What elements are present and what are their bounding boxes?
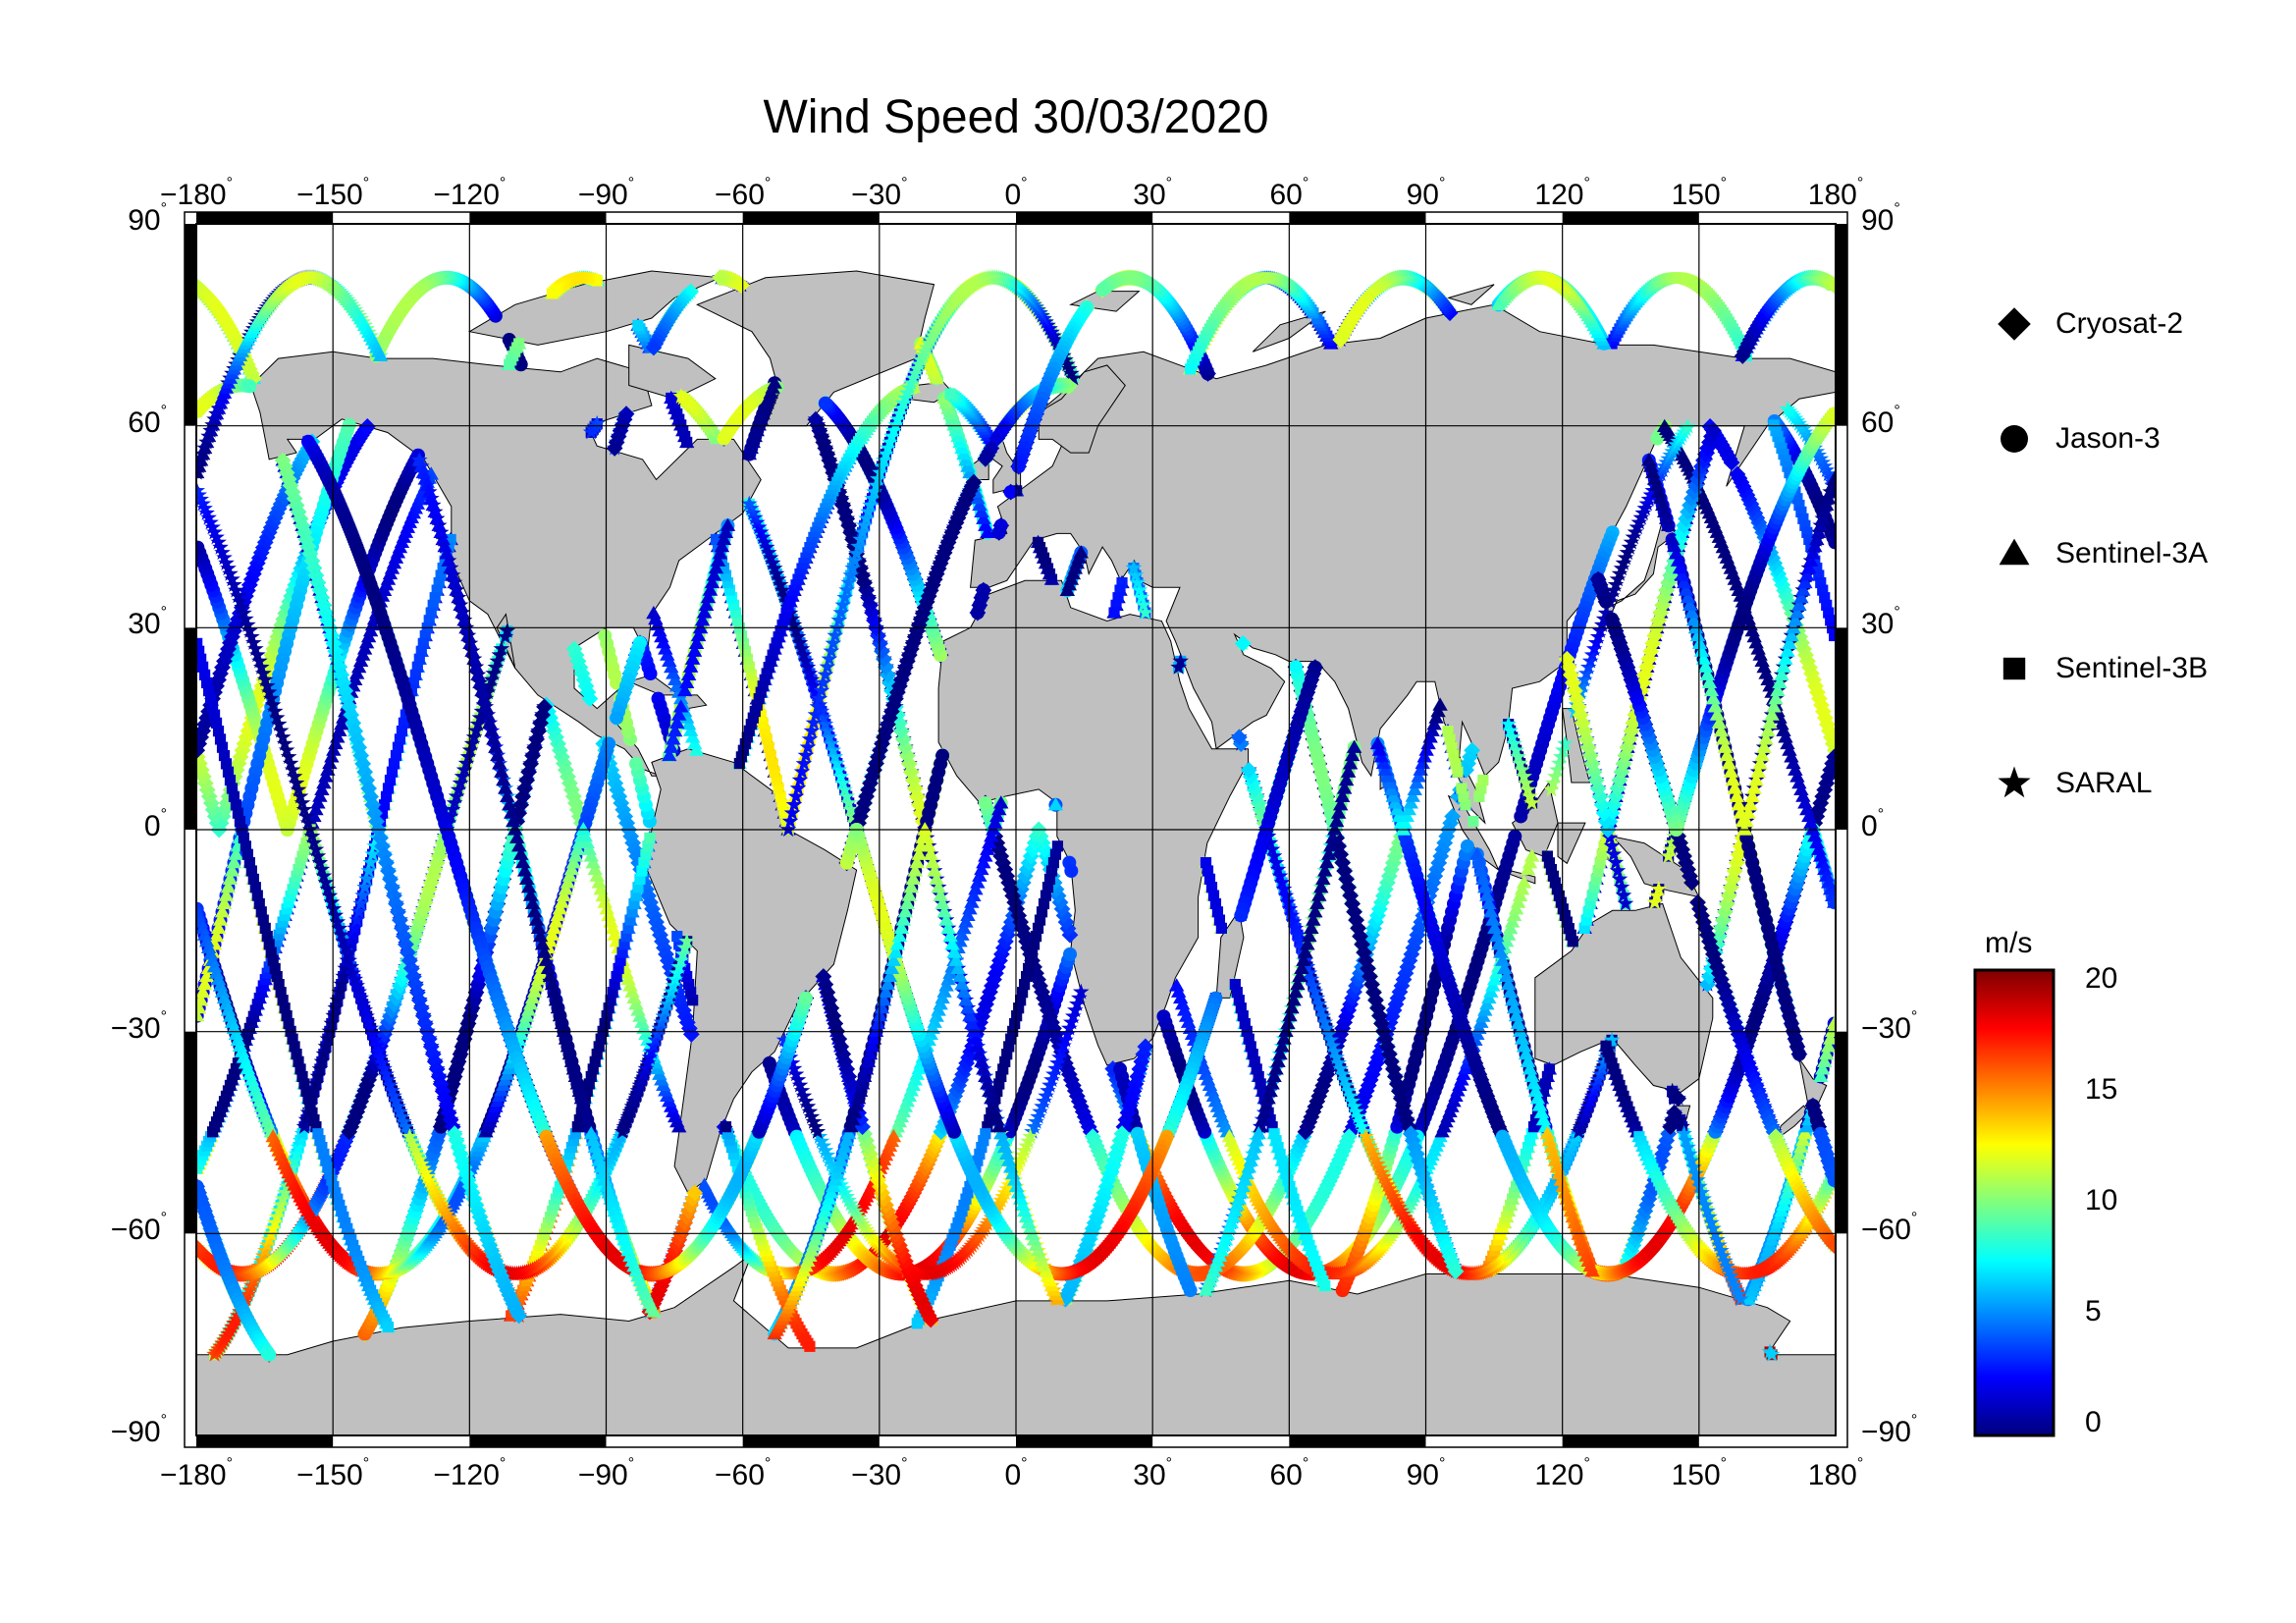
lat-tick-left: −90° (110, 1412, 167, 1448)
lon-tick-top: 30° (1133, 175, 1173, 211)
lon-tick-top: −180° (160, 175, 233, 211)
lon-tick-top: 120° (1534, 175, 1590, 211)
colorbar-tick-label: 15 (2085, 1073, 2118, 1106)
legend-label: Cryosat-2 (2056, 307, 2184, 340)
circle-icon (2001, 425, 2028, 453)
land-polygon (1611, 836, 1700, 898)
lon-tick-bottom: −150° (296, 1455, 370, 1491)
legend-label: Sentinel-3B (2056, 652, 2209, 684)
star-icon (1998, 766, 2031, 798)
lat-tick-left: 0° (143, 806, 167, 842)
lon-tick-top: −150° (296, 175, 370, 211)
lat-tick-left: 90° (128, 200, 167, 237)
lat-tick-right: −90° (1861, 1412, 1918, 1448)
land-polygon (1557, 822, 1586, 865)
colorbar-tick-label: 20 (2085, 962, 2118, 995)
map-frame (184, 211, 1848, 1448)
lon-tick-bottom: −30° (851, 1455, 908, 1491)
lon-tick-top: 180° (1807, 175, 1864, 211)
colorbar-tick-label: 0 (2085, 1406, 2102, 1438)
legend-item: Sentinel-3A (1993, 524, 2208, 583)
lon-tick-bottom: −120° (433, 1455, 507, 1491)
lat-tick-right: −30° (1861, 1007, 1918, 1045)
lon-tick-bottom: 90° (1406, 1455, 1446, 1491)
colorbar-unit: m/s (1985, 927, 2033, 959)
lon-tick-top: −60° (715, 175, 772, 211)
legend-item: Cryosat-2 (1993, 295, 2183, 353)
land-polygon (1038, 364, 1126, 454)
lat-tick-left: −30° (110, 1007, 167, 1045)
diamond-icon (1998, 307, 2031, 341)
lon-tick-bottom: 0° (1004, 1455, 1028, 1491)
colorbar (1973, 968, 2056, 1437)
colorbar-tick-label: 5 (2085, 1295, 2102, 1327)
satellite-track (196, 378, 1836, 1281)
triangle-icon (1999, 538, 2030, 566)
legend-label: Sentinel-3A (2056, 537, 2209, 569)
lon-tick-top: 150° (1671, 175, 1728, 211)
lat-tick-right: 30° (1861, 604, 1900, 641)
square-icon (2002, 657, 2026, 680)
land-polygon (696, 270, 935, 427)
legend-item: SARAL (1993, 754, 2152, 813)
land-polygon (1798, 1057, 1828, 1107)
lon-tick-bottom: 150° (1671, 1455, 1728, 1491)
lat-tick-right: 60° (1861, 402, 1900, 439)
lat-tick-right: 90° (1861, 200, 1900, 237)
lon-tick-top: 90° (1406, 175, 1446, 211)
land-polygon (628, 344, 717, 400)
legend-item: Jason-3 (1993, 409, 2161, 468)
lat-tick-right: 0° (1861, 806, 1885, 842)
lon-tick-top: −30° (851, 175, 908, 211)
lon-tick-top: 0° (1004, 175, 1028, 211)
land-polygon (1215, 908, 1245, 999)
lon-tick-bottom: 120° (1534, 1455, 1590, 1491)
legend-label: SARAL (2056, 767, 2153, 799)
lon-tick-bottom: 30° (1133, 1455, 1173, 1491)
lon-tick-top: 60° (1269, 175, 1309, 211)
lon-tick-top: −90° (577, 175, 635, 211)
lat-tick-left: 30° (128, 604, 167, 641)
graticule (196, 224, 1836, 1435)
lon-tick-bottom: −60° (715, 1455, 772, 1491)
satellite-track (196, 270, 1836, 1340)
legend-label: Jason-3 (2056, 422, 2161, 455)
lon-tick-bottom: −90° (577, 1455, 635, 1491)
colorbar-tick-label: 10 (2085, 1184, 2118, 1217)
land-polygon (1534, 902, 1714, 1093)
satellite-tracks (196, 269, 1836, 1364)
map-title: Wind Speed 30/03/2020 (763, 91, 1269, 143)
lon-tick-top: −120° (433, 175, 507, 211)
lon-tick-bottom: 60° (1269, 1455, 1309, 1491)
lat-tick-right: −60° (1861, 1210, 1918, 1247)
lat-tick-left: −60° (110, 1210, 167, 1247)
legend-item: Sentinel-3B (1993, 639, 2208, 698)
land-polygon (1446, 284, 1495, 305)
lat-tick-left: 60° (128, 402, 167, 439)
lon-tick-bottom: 180° (1807, 1455, 1864, 1491)
lon-tick-bottom: −180° (160, 1455, 233, 1491)
